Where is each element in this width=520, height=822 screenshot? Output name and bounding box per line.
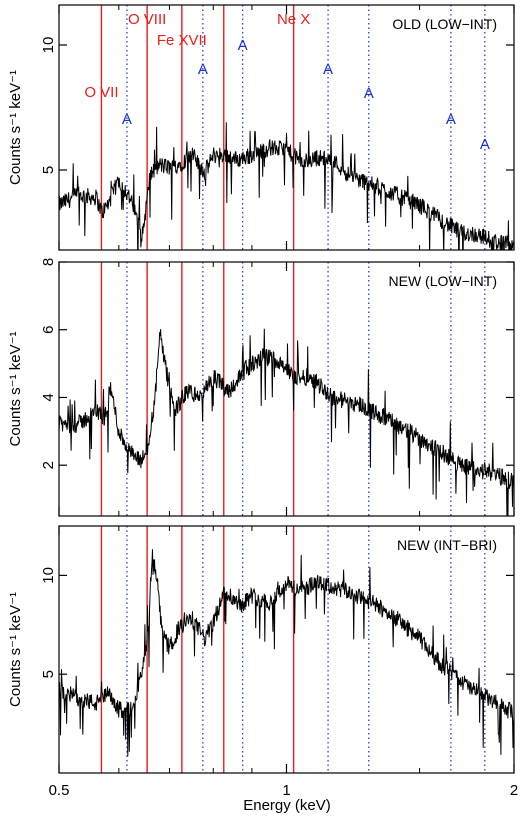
- absorption-label: A: [238, 37, 248, 54]
- panel-3: 5 10 0.5 1 2 Counts s⁻¹ keV⁻¹ NEW (INT−BRI): [7, 525, 518, 799]
- spectrum-series: [59, 328, 514, 516]
- emission-label: Ne X: [277, 11, 310, 28]
- absorption-label: A: [122, 111, 132, 128]
- panel-label: NEW (INT−BRI): [397, 537, 497, 553]
- panel-2: 2 4 6 8 Counts s⁻¹ keV⁻¹ NEW (LOW−INT): [7, 258, 515, 517]
- y-tick-label: 8: [40, 258, 57, 266]
- x-tick-label: 1: [282, 782, 290, 799]
- spectrum-series: [59, 549, 514, 757]
- y-axis-title: Counts s⁻¹ keV⁻¹: [7, 70, 24, 185]
- absorption-label: A: [446, 111, 456, 128]
- absorption-label: A: [198, 61, 208, 78]
- x-axis-title: Energy (keV): [243, 797, 331, 814]
- panel-label: OLD (LOW−INT): [392, 16, 497, 32]
- panel-1: 5 10 Counts s⁻¹ keV⁻¹ OLD (LOW−INT): [7, 4, 515, 251]
- y-tick-label: 5: [40, 166, 57, 174]
- y-tick-label: 2: [40, 461, 57, 469]
- y-tick-label: 4: [40, 393, 57, 401]
- y-tick-label: 10: [40, 37, 57, 54]
- absorption-label: A: [480, 136, 490, 153]
- y-axis-title: Counts s⁻¹ keV⁻¹: [7, 592, 24, 707]
- emission-label: Fe XVII: [157, 32, 207, 49]
- spectrum-series: [59, 122, 514, 250]
- x-tick-label: 2: [510, 782, 518, 799]
- x-tick-label: 0.5: [49, 782, 70, 799]
- absorption-label: A: [364, 85, 374, 102]
- emission-label: O VII: [84, 84, 118, 101]
- y-axis-title: Counts s⁻¹ keV⁻¹: [7, 331, 24, 446]
- absorption-label: A: [323, 61, 333, 78]
- y-tick-label: 5: [40, 670, 57, 678]
- emission-label: O VIII: [128, 11, 166, 28]
- y-tick-label: 10: [40, 567, 57, 584]
- y-tick-label: 6: [40, 326, 57, 334]
- spectra-panels: 5 10 Counts s⁻¹ keV⁻¹ OLD (LOW−INT) 2 4 6 8 Coun…: [7, 4, 518, 799]
- panel-label: NEW (LOW−INT): [389, 273, 498, 289]
